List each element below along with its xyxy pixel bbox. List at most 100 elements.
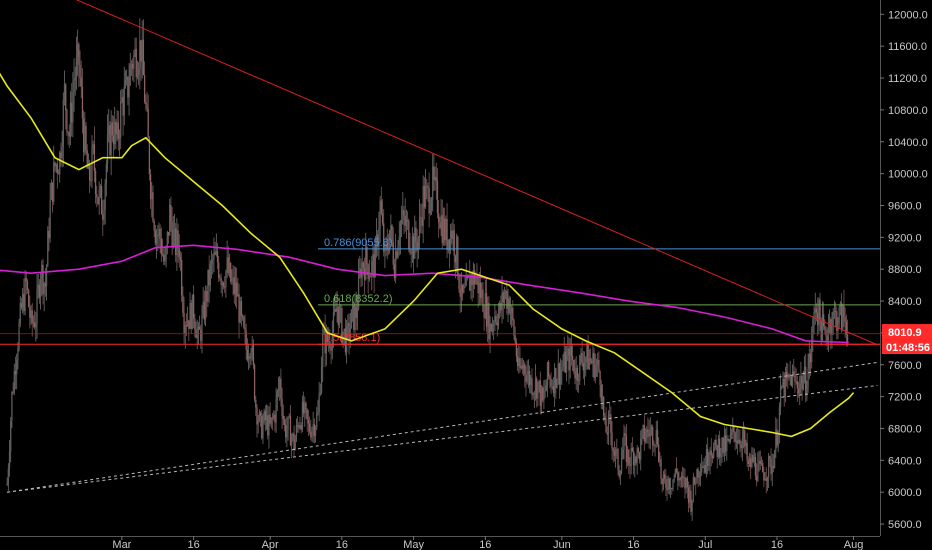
candle-body (132, 63, 134, 69)
candle-body (838, 307, 840, 324)
candle-body (461, 284, 464, 293)
candle-body (158, 229, 160, 235)
candle-body (832, 311, 834, 326)
candle-body (209, 264, 212, 286)
candle-body (567, 348, 569, 355)
candle-body (343, 328, 345, 332)
candle-body (298, 425, 300, 428)
candle-body (548, 362, 550, 377)
candle-body (13, 370, 15, 393)
candle-body (796, 381, 798, 389)
candle-body (454, 255, 457, 263)
candle-body (747, 460, 749, 464)
candle-body (316, 414, 318, 428)
candle-body (233, 277, 235, 295)
candle-body (283, 419, 286, 426)
candle-body (7, 468, 9, 485)
candle-body (192, 294, 195, 319)
candle-body (475, 277, 477, 284)
candle-body (586, 344, 588, 358)
candle-body (628, 449, 630, 466)
candle-body (47, 230, 49, 267)
candle-body (20, 303, 23, 308)
candle-body (600, 384, 602, 402)
candle-body (704, 464, 706, 473)
candle-body (422, 185, 424, 226)
candle-body (37, 284, 39, 290)
candle-body (222, 282, 225, 287)
candle-body (336, 306, 338, 312)
candle-body (236, 282, 238, 297)
candle-body (482, 289, 484, 313)
candle-body (636, 448, 638, 464)
candle-body (722, 437, 724, 453)
candle-body (51, 182, 54, 202)
candle-body (595, 363, 598, 366)
candle-body (291, 437, 293, 446)
candle-body (834, 311, 837, 313)
candle-body (808, 353, 810, 369)
candle-body (100, 186, 103, 215)
candle-body (38, 284, 41, 298)
candle-body (562, 366, 564, 369)
candle-body (597, 360, 599, 364)
candle-body (410, 252, 412, 254)
y-tick-label: 10800.0 (888, 105, 928, 117)
candle-body (264, 410, 267, 421)
candle-body (423, 185, 425, 208)
candle-body (293, 433, 295, 450)
candle-body (61, 146, 63, 158)
y-tick-label: 6400.0 (888, 455, 922, 467)
candle-body (811, 342, 813, 363)
candle-body (310, 431, 312, 438)
candle-body (240, 301, 243, 316)
candle-body (75, 57, 78, 78)
candle-body (653, 444, 655, 446)
candle-body (408, 220, 410, 249)
candle-body (69, 102, 72, 137)
candle-body (31, 310, 33, 324)
candle-body (844, 317, 846, 322)
candle-body (280, 378, 282, 399)
candle-body (387, 250, 390, 252)
candle-body (139, 40, 141, 70)
candle-body (72, 92, 74, 123)
candle-body (281, 398, 283, 416)
candle-body (556, 380, 558, 388)
candle-body (33, 322, 36, 328)
candle-body (230, 262, 232, 282)
candle-body (758, 460, 760, 465)
candle-body (460, 284, 463, 297)
candle-body (750, 458, 752, 468)
candle-body (196, 330, 198, 339)
candle-body (323, 328, 325, 334)
candle-body (674, 469, 677, 477)
candle-body (188, 320, 190, 329)
candle-body (302, 401, 305, 414)
candle-body (17, 348, 19, 361)
candle-body (593, 352, 595, 379)
y-tick-label: 10000.0 (888, 169, 928, 181)
candle-body (80, 77, 82, 88)
candle-body (452, 230, 454, 239)
candle-body (538, 380, 540, 383)
candle-body (775, 429, 777, 452)
countdown-label: 01:48:56 (886, 342, 930, 354)
plot-area (6, 18, 849, 521)
candle-body (143, 74, 146, 103)
candle-body (759, 460, 761, 464)
candle-body (200, 329, 202, 341)
candle-body (417, 237, 420, 251)
candle-body (105, 163, 108, 184)
candle-body (77, 43, 79, 58)
candle-body (638, 452, 641, 460)
candle-body (457, 236, 459, 277)
resistance-trendline (75, 0, 878, 346)
candle-body (335, 308, 337, 312)
candle-body (813, 312, 815, 320)
candle-body (525, 374, 527, 383)
candle-body (587, 344, 589, 370)
candle-body (330, 348, 332, 351)
candle-body (477, 275, 479, 294)
